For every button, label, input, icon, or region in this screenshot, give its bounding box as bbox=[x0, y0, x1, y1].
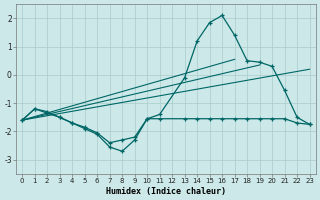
X-axis label: Humidex (Indice chaleur): Humidex (Indice chaleur) bbox=[106, 187, 226, 196]
